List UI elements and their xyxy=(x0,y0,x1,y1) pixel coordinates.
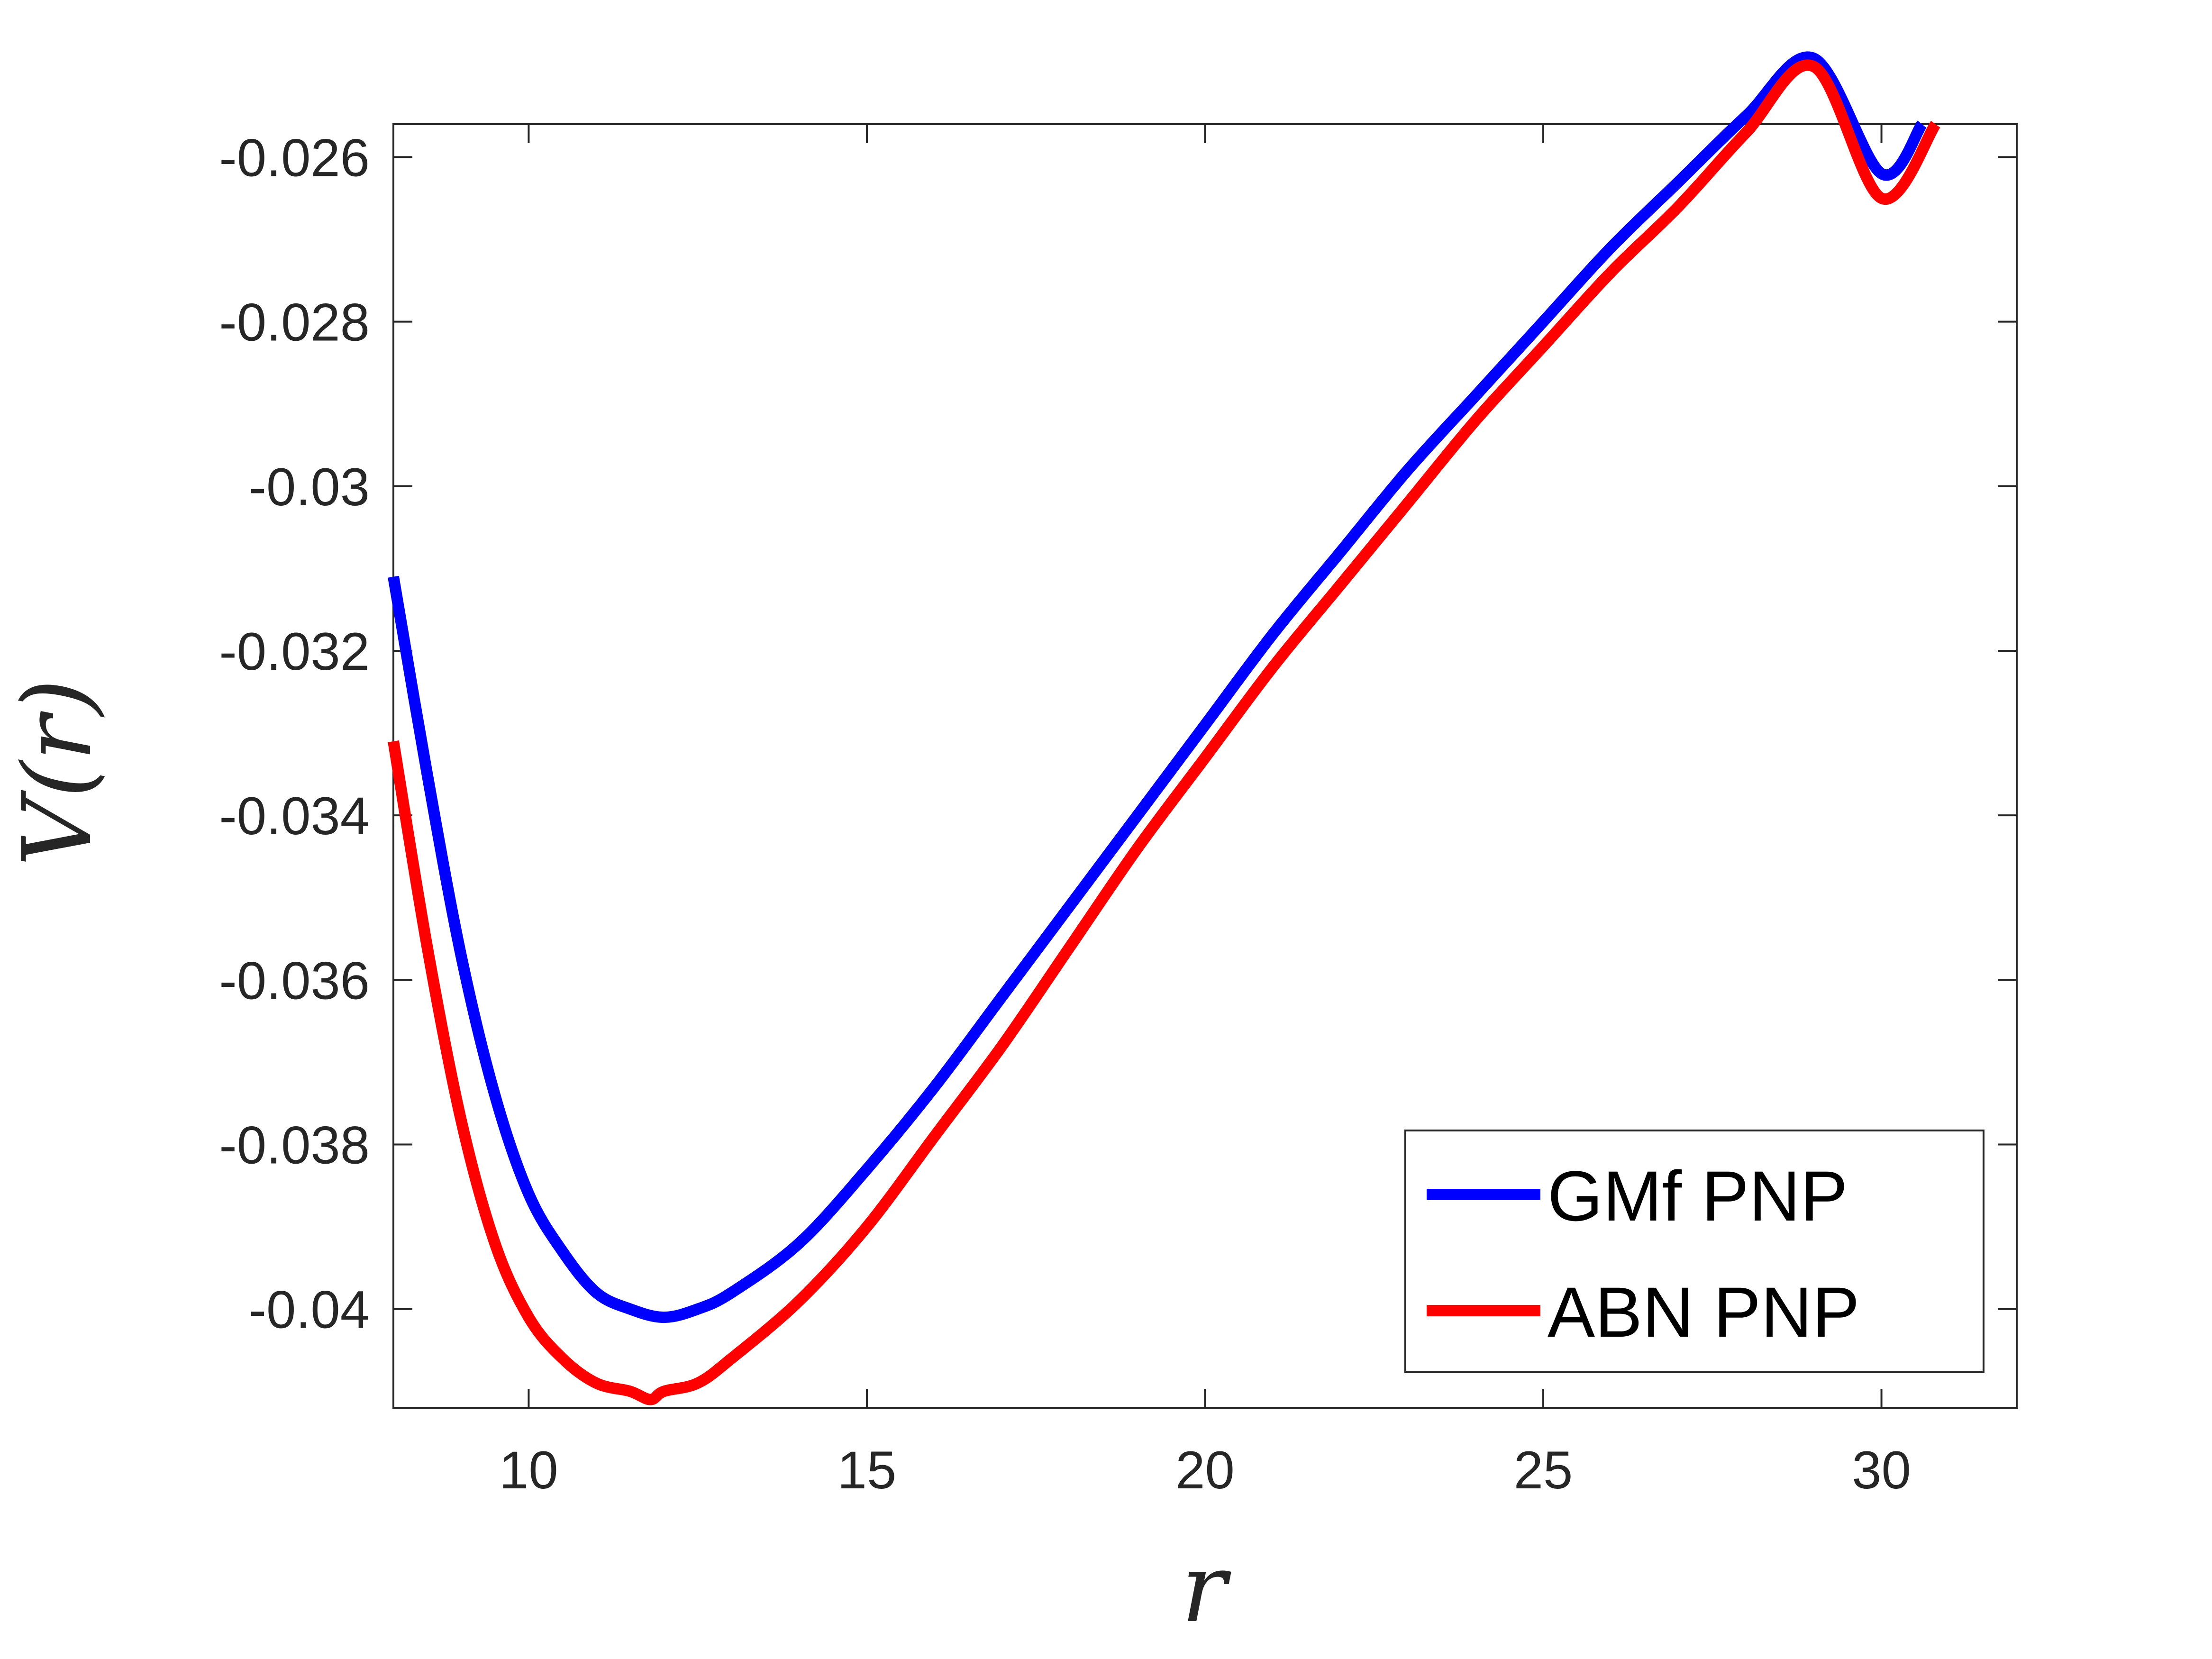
y-tick-label: -0.038 xyxy=(219,1116,370,1175)
y-tick-label: -0.032 xyxy=(219,622,370,681)
y-tick-label: -0.026 xyxy=(219,128,370,187)
legend-label-2: ABN PNP xyxy=(1547,1272,1860,1352)
legend-box xyxy=(1404,1130,1984,1373)
series-line-2 xyxy=(388,59,1940,1405)
series-line-1 xyxy=(388,51,1927,1323)
series-group xyxy=(388,51,1940,1405)
y-tick-label: -0.036 xyxy=(219,951,370,1010)
x-axis: 10 15 20 25 30 xyxy=(499,124,1911,1500)
y-axis-label: V(r) xyxy=(2,679,113,866)
legend: GMf PNP ABN PNP xyxy=(1404,1130,1984,1373)
y-tick-label: -0.04 xyxy=(249,1280,370,1340)
y-tick-label: -0.03 xyxy=(249,457,370,517)
y-tick-label: -0.034 xyxy=(219,786,370,846)
x-axis-label: r xyxy=(1181,1533,1231,1644)
y-tick-label: -0.028 xyxy=(219,293,370,352)
x-tick-label: 15 xyxy=(837,1440,897,1500)
x-tick-label: 30 xyxy=(1852,1440,1911,1500)
x-tick-label: 20 xyxy=(1175,1440,1235,1500)
x-tick-label: 25 xyxy=(1514,1440,1573,1500)
x-tick-label: 10 xyxy=(499,1440,558,1500)
legend-label-1: GMf PNP xyxy=(1547,1156,1848,1236)
y-axis: -0.026 -0.028 -0.03 -0.032 -0.034 -0.036 -0.03… xyxy=(219,128,2017,1340)
